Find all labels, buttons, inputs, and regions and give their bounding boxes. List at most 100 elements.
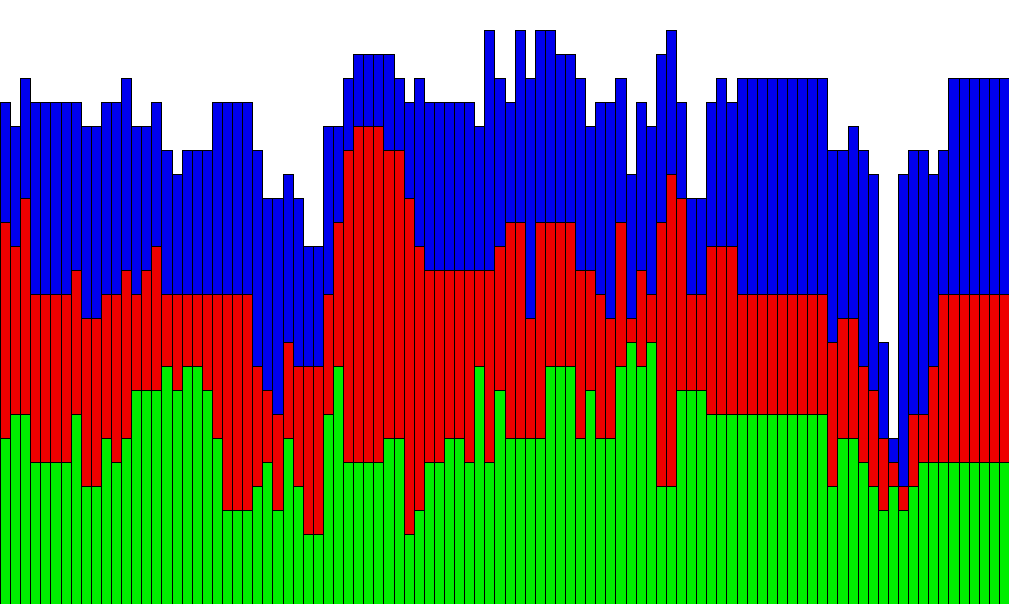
bar-series-2-col-28 [272,414,284,511]
bar-series-3-col-19 [182,150,193,295]
bar-series-3-col-36 [353,54,364,127]
bar-series-3-col-22 [212,102,223,295]
bar-series-1-col-56 [555,366,566,604]
bar-series-2-col-89 [888,462,899,487]
bar-series-3-col-83 [827,150,838,343]
bar-series-1-col-78 [777,414,788,604]
bar-series-3-col-42 [414,78,425,247]
bar-series-3-col-18 [172,174,183,295]
bar-series-1-col-97 [969,462,980,604]
bar-series-2-col-27 [262,390,273,463]
bar-series-1-col-94 [938,462,949,604]
bar-series-2-col-71 [706,246,717,415]
bar-series-2-col-81 [807,294,818,415]
bar-series-2-col-13 [121,270,132,439]
bar-series-2-col-80 [797,294,808,415]
bar-series-2-col-16 [151,246,162,391]
bar-series-3-col-82 [817,78,828,295]
bar-series-2-col-31 [303,366,314,535]
bar-series-1-col-10 [91,486,102,604]
bar-series-3-col-31 [303,246,314,367]
bar-series-2-col-55 [545,222,556,367]
bar-series-3-col-51 [505,102,516,223]
bar-series-2-col-9 [81,318,92,487]
bar-series-3-col-55 [545,30,556,223]
bar-series-1-col-66 [656,486,667,604]
bar-series-2-col-26 [252,366,263,487]
bar-series-2-col-8 [71,270,82,415]
bar-series-1-col-99 [989,462,1000,604]
bar-series-3-col-71 [706,102,717,247]
bar-series-2-col-18 [172,294,183,391]
bar-series-1-col-71 [706,414,717,604]
bar-series-2-col-84 [837,318,849,439]
bar-series-2-col-44 [434,270,445,463]
bar-series-3-col-56 [555,54,566,223]
bar-series-2-col-6 [50,294,62,463]
bar-series-2-col-78 [777,294,788,415]
bar-series-3-col-32 [313,246,324,367]
bar-series-2-col-53 [525,318,536,439]
bar-series-2-col-25 [242,294,253,511]
bar-series-1-col-75 [747,414,758,604]
bar-series-1-col-28 [272,510,284,604]
bar-series-2-col-65 [646,294,657,343]
bar-series-3-col-20 [192,150,203,295]
bar-series-3-col-72 [716,78,727,247]
bar-series-1-col-6 [50,462,62,604]
bar-series-1-col-8 [71,414,82,604]
bar-series-1-col-30 [293,486,304,604]
bar-series-2-col-35 [343,150,354,463]
bar-series-3-col-47 [464,102,475,271]
bar-series-2-col-83 [827,342,838,487]
bar-series-3-col-87 [868,174,879,391]
bar-series-1-col-53 [525,438,536,604]
bar-series-2-col-75 [747,294,758,415]
bar-series-1-col-2 [10,414,21,604]
bar-series-3-col-27 [262,198,273,391]
bar-series-2-col-3 [20,198,31,415]
bar-series-3-col-80 [797,78,808,295]
bar-series-3-col-94 [938,150,949,295]
bar-series-3-col-30 [293,198,304,367]
bar-series-1-col-54 [535,438,546,604]
bar-series-2-col-58 [575,270,586,439]
bar-series-2-col-82 [817,294,828,415]
bar-series-3-col-70 [696,198,707,295]
bar-series-1-col-82 [817,414,828,604]
bar-series-3-col-78 [777,78,788,295]
bar-series-2-col-33 [323,294,334,415]
bar-series-2-col-41 [404,198,415,535]
bar-series-1-col-48 [474,366,485,604]
bar-series-3-col-43 [424,102,435,271]
bar-series-1-col-87 [868,486,879,604]
bar-series-2-col-42 [414,246,425,511]
bar-series-3-col-10 [91,126,102,319]
bar-series-1-col-13 [121,438,132,604]
bar-series-1-col-24 [232,510,243,604]
bar-series-1-col-9 [81,486,92,604]
bar-series-1-col-96 [959,462,970,604]
bar-series-1-col-65 [646,342,657,604]
bar-series-1-col-17 [161,366,173,604]
bar-series-1-col-70 [696,390,707,604]
bar-series-1-col-77 [767,414,778,604]
bar-series-2-col-79 [787,294,798,415]
bar-series-2-col-63 [626,318,637,343]
bar-series-1-col-57 [565,366,576,604]
bar-series-1-col-100 [999,462,1009,604]
bar-series-1-col-91 [908,486,919,604]
bar-series-3-col-63 [626,174,637,319]
bar-series-1-col-16 [151,390,162,604]
bar-series-3-col-53 [525,78,536,319]
bar-series-1-col-61 [605,438,616,604]
bar-series-3-col-96 [959,78,970,295]
bar-series-3-col-62 [615,78,627,223]
bar-series-1-col-98 [979,462,990,604]
bar-series-2-col-50 [494,246,506,391]
bar-series-3-col-16 [151,102,162,247]
bar-series-1-col-92 [918,462,929,604]
bar-series-2-col-10 [91,318,102,487]
bar-series-2-col-49 [484,270,495,463]
bar-series-2-col-85 [848,318,859,439]
